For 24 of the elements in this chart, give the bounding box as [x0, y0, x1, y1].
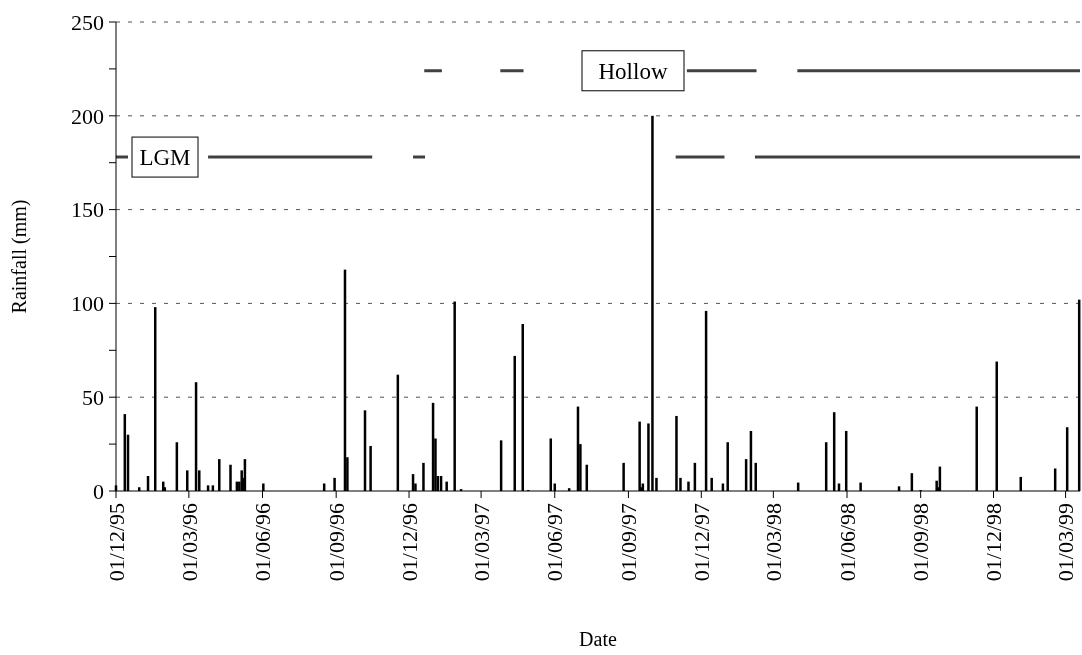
x-tick-label: 01/06/97	[542, 503, 568, 582]
y-tick-label: 200	[71, 103, 104, 129]
x-tick-label: 01/09/98	[908, 503, 934, 582]
x-tick-label: 01/06/98	[834, 503, 860, 582]
x-tick-label: 01/12/98	[981, 503, 1007, 582]
x-tick-label: 01/06/96	[250, 503, 276, 582]
y-tick-label: 250	[71, 9, 104, 35]
y-axis-title: Rainfall (mm)	[8, 199, 31, 314]
x-tick-label: 01/03/96	[176, 503, 202, 582]
x-tick-label: 01/12/96	[396, 503, 422, 582]
y-tick-label: 150	[71, 197, 104, 223]
x-tick-label: 01/03/97	[468, 503, 494, 582]
x-tick-label: 01/03/99	[1053, 503, 1079, 582]
y-tick-label: 0	[93, 478, 104, 504]
y-tick-label: 50	[82, 384, 104, 410]
x-tick-label: 01/12/97	[688, 503, 714, 582]
series-label: Hollow	[598, 58, 668, 84]
x-tick-label: 01/12/95	[103, 503, 129, 582]
y-tick-label: 100	[71, 291, 104, 317]
x-tick-label: 01/09/96	[323, 503, 349, 582]
series-label: LGM	[139, 145, 191, 171]
x-tick-label: 01/03/98	[761, 503, 787, 582]
x-axis-title: Date	[579, 628, 617, 650]
x-tick-label: 01/09/97	[616, 503, 642, 582]
